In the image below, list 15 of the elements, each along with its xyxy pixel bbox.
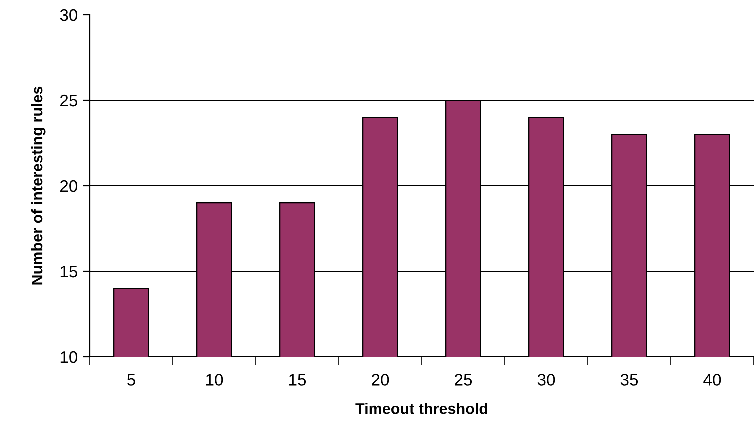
- x-tick-label: 35: [620, 374, 638, 386]
- y-tick-label: 15: [60, 266, 78, 278]
- x-tick-label: 5: [128, 374, 136, 386]
- y-tick-label: 10: [60, 351, 78, 364]
- x-tick-label: 10: [206, 374, 224, 386]
- x-tick-label: 30: [538, 374, 556, 386]
- x-tick-label: 40: [704, 374, 722, 386]
- y-tick-label: 20: [60, 180, 78, 192]
- y-tick-label: 25: [60, 94, 78, 107]
- y-tick-label: 30: [60, 9, 78, 22]
- x-tick-label: 25: [455, 374, 472, 386]
- x-tick-label: 15: [290, 374, 306, 386]
- x-tick-label: 20: [372, 374, 390, 386]
- y-axis-title: Number of interesting rules: [31, 86, 46, 285]
- x-axis-title: Timeout threshold: [356, 403, 488, 414]
